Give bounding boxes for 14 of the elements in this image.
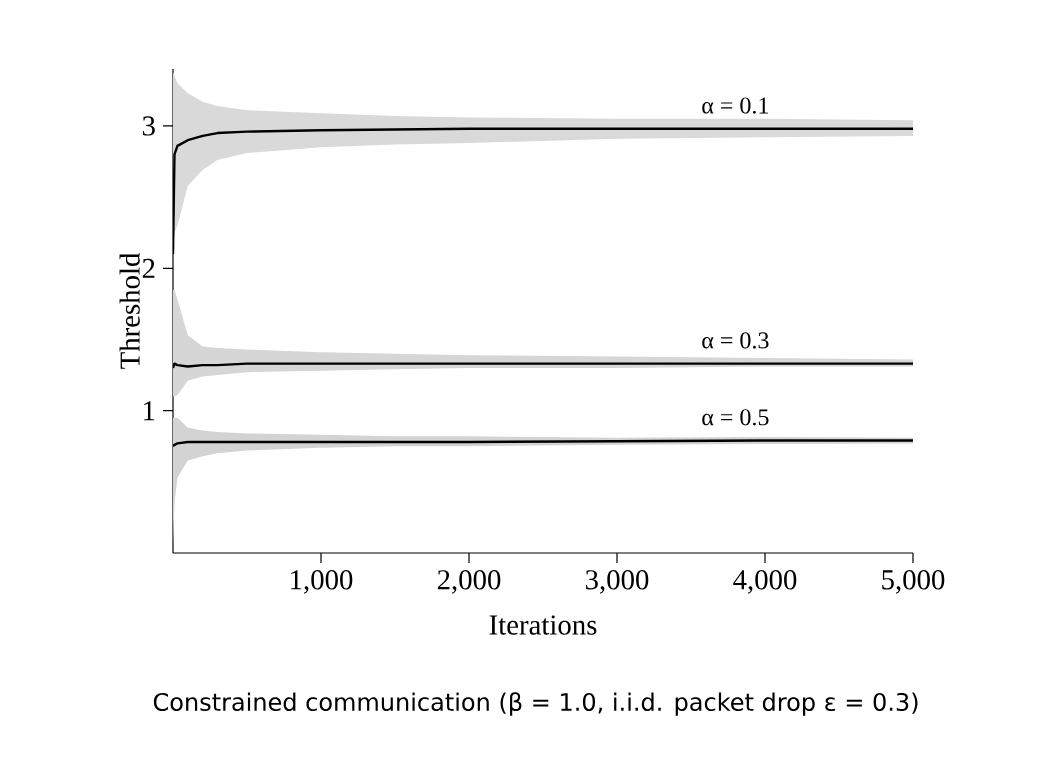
x-tick-label: 5,000	[882, 570, 945, 594]
x-tick-label: 4,000	[733, 570, 797, 594]
x-axis-title: Iterations	[489, 615, 597, 635]
series-label: α = 0.5	[702, 409, 769, 426]
y-axis-title: Threshold	[119, 252, 140, 369]
series-label: α = 0.3	[702, 332, 769, 349]
y-tick-label: 2	[142, 258, 155, 278]
x-tick-label: 1,000	[291, 570, 353, 594]
y-tick-label: 3	[142, 116, 155, 136]
x-tick-label: 2,000	[437, 570, 501, 594]
text: Constrained communication (β = 1.0, i.i.d. packet drop ε = 0.3)	[153, 692, 918, 716]
x-tick-label: 3,000	[585, 570, 649, 594]
series-label: α = 0.1	[702, 97, 768, 114]
y-tick-label: 1	[144, 401, 155, 421]
